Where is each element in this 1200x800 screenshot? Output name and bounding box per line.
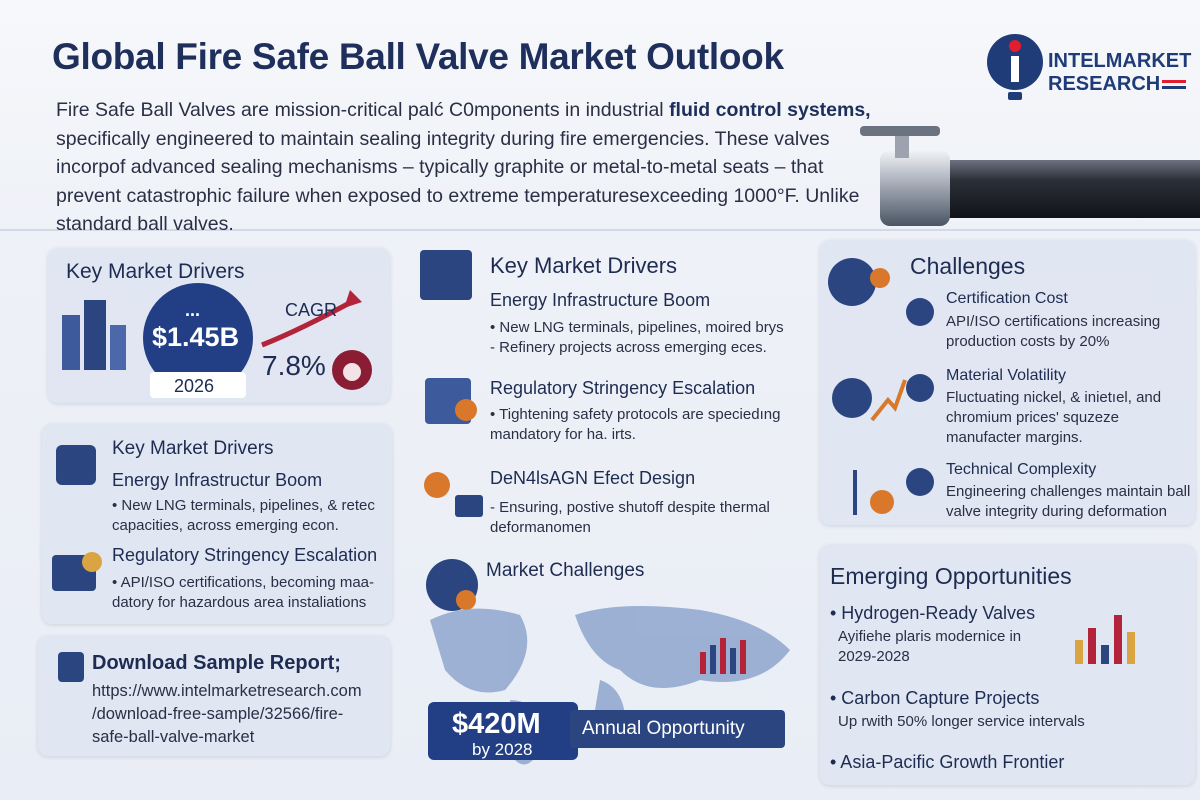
- intro-highlight: fluid control systems,: [669, 99, 871, 121]
- challenge-text: Engineering challenges maintain ball val…: [946, 483, 1191, 520]
- url-line[interactable]: https://www.intelmarketresearch.com: [92, 682, 362, 700]
- opportunity-text: Ayifiehe plaris modernice in 2029-2028: [838, 628, 1022, 665]
- challenge-title: Certification Cost: [946, 290, 1068, 307]
- rig-icon: [56, 445, 96, 485]
- section-title: Market Challenges: [486, 560, 645, 581]
- year-badge: [150, 372, 246, 398]
- valve-body: [880, 150, 950, 226]
- map-chart: [700, 638, 746, 674]
- complexity-icon: [906, 468, 934, 496]
- logo-flag: [1162, 86, 1186, 89]
- download-title[interactable]: Download Sample Report;: [92, 652, 341, 674]
- growth-arrow: [261, 297, 357, 348]
- cagr-label: CAGR: [285, 300, 338, 320]
- intro-text: specifically engineered to maintain seal…: [56, 127, 860, 236]
- opportunity-label: Annual Opportunity: [582, 718, 745, 739]
- url-line[interactable]: safe-ball-valve-market: [92, 728, 255, 746]
- refinery-icon: [420, 250, 472, 300]
- logo-bar: [1011, 56, 1019, 82]
- pipe: [940, 160, 1200, 218]
- driver-text: • New LNG terminals, pipelines, & retec …: [112, 497, 375, 534]
- driver-bullet: • Tightening safety protocols are specie…: [490, 406, 781, 443]
- logo-text: INTELMARKET RESEARCH: [1048, 50, 1191, 96]
- valve-icon: [424, 472, 450, 498]
- intro: Fire Safe Ball Valves are mission-critic…: [56, 96, 886, 239]
- material-icon: [906, 374, 934, 402]
- page-title: Global Fire Safe Ball Valve Market Outlo…: [52, 36, 784, 77]
- card-title: Key Market Drivers: [66, 260, 245, 283]
- challenge-text: Fluctuating nickel, & inietıel, and chro…: [946, 389, 1162, 446]
- flask-icon: [870, 490, 894, 514]
- opportunity-title: • Asia-Pacific Growth Frontier: [830, 752, 1065, 772]
- card-title: Key Market Drivers: [112, 438, 274, 459]
- gears-icon: [832, 378, 872, 418]
- flame-icon: [343, 363, 361, 381]
- market-year: 2026: [174, 376, 215, 396]
- building-icon: [62, 315, 80, 370]
- driver-bullet: - Refinery projects across emerging eces…: [490, 339, 767, 356]
- section-title: Key Market Drivers: [490, 253, 678, 278]
- challenge-text: API/ISO certifications increasing produc…: [946, 313, 1161, 350]
- value-badge: [428, 702, 578, 760]
- market-value: $1.45B: [152, 322, 240, 352]
- section-title: Challenges: [910, 253, 1026, 279]
- building-icon: [110, 325, 126, 370]
- logo-line: RESEARCH: [1048, 73, 1161, 95]
- certification-icon: [906, 298, 934, 326]
- driver-title: Energy Infrastructure Boom: [490, 290, 711, 310]
- logo-dot: [1009, 40, 1021, 52]
- logo-line: INTELMARKET: [1048, 50, 1192, 72]
- gear-icon: [870, 268, 890, 288]
- valve-handle: [860, 126, 940, 136]
- section-title: Emerging Opportunities: [830, 563, 1072, 589]
- label-badge: [570, 710, 785, 748]
- download-icon: [58, 652, 84, 682]
- gear-icon: [455, 399, 477, 421]
- url-line[interactable]: /download-free-sample/32566/fire-: [92, 705, 344, 723]
- building-icon: [84, 300, 106, 370]
- cagr-value: 7.8%: [262, 350, 326, 381]
- opportunity-chart: [1075, 615, 1135, 664]
- opportunity-title: • Hydrogen-Ready Valves: [830, 603, 1036, 623]
- driver-title: Regulatory Stringency Escalation: [112, 545, 378, 565]
- driver-text: • API/ISO certifications, becoming maa- …: [112, 574, 375, 611]
- growth-arrowhead: [344, 290, 362, 308]
- valve-stem: [895, 132, 909, 158]
- gear-icon: [828, 258, 876, 306]
- value-dots: ...: [185, 300, 201, 320]
- trend-icon: [870, 379, 907, 422]
- intro-text: Fire Safe Ball Valves are mission-critic…: [56, 99, 670, 121]
- challenge-title: Technical Complexity: [946, 461, 1097, 478]
- logo-flag: [1162, 80, 1186, 83]
- driver-title: Regulatory Stringency Escalation: [490, 378, 756, 398]
- opportunity-value: $420M: [452, 708, 541, 740]
- driver-title: DeN4lsAGN Efect Design: [490, 468, 696, 488]
- laptop-icon: [455, 495, 483, 517]
- download-url[interactable]: https://www.intelmarketresearch.com /dow…: [92, 680, 362, 749]
- driver-title: Energy Infrastructur Boom: [112, 470, 323, 490]
- opportunity-title: • Carbon Capture Projects: [830, 688, 1040, 708]
- opportunity-year: by 2028: [472, 740, 533, 759]
- driver-bullet: • New LNG terminals, pipelines, moired b…: [490, 319, 784, 336]
- challenge-title: Material Volatility: [946, 367, 1067, 384]
- opportunity-text: Up rwith 50% longer service intervals: [838, 713, 1085, 730]
- driver-bullet: - Ensuring, postive shutoff despite ther…: [490, 499, 770, 536]
- value-circle: [143, 283, 253, 393]
- coin-icon: [82, 552, 102, 572]
- logo-base: [1008, 92, 1022, 100]
- wrench-icon: [456, 590, 476, 610]
